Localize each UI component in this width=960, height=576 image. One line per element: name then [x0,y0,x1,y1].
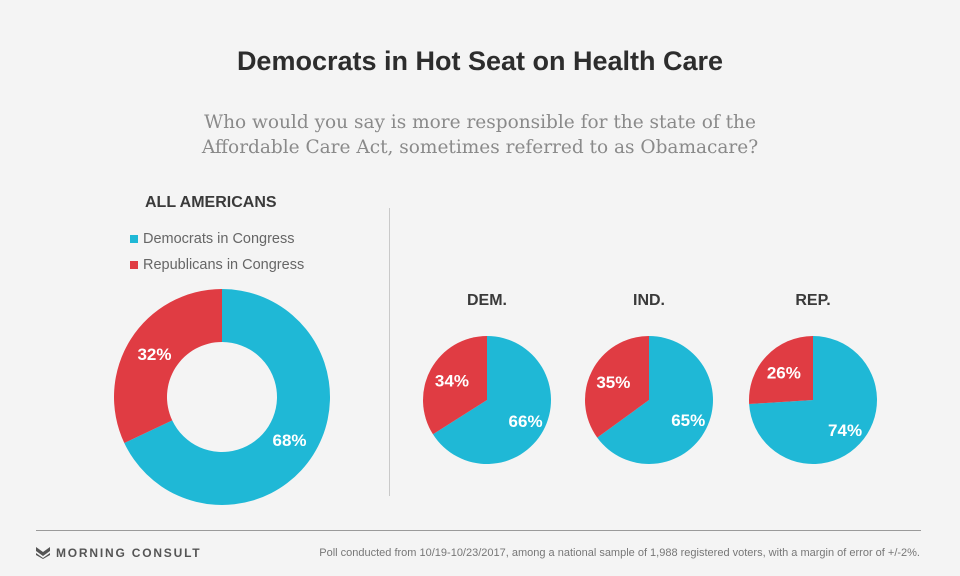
legend: Democrats in Congress Republicans in Con… [130,226,304,278]
pie-0-label-1: 32% [137,345,171,364]
legend-swatch-democrats [130,235,138,243]
chart-subtitle: Who would you say is more responsible fo… [201,112,759,158]
pie-2-slice-1 [585,336,649,438]
pie-2-title: IND. [633,292,665,309]
pie-0-slice-0 [124,289,330,505]
pie-1-slice-0 [432,336,552,464]
pie-0-slice-1 [113,289,222,443]
pie-2-label-1: 35% [596,373,630,392]
footnote: Poll conducted from 10/19-10/23/2017, am… [319,547,920,559]
pie-3-slice-1 [749,336,813,405]
pie-3-label-0: 74% [828,421,862,440]
pie-0-label-0: 68% [273,431,307,450]
all-americans-title: ALL AMERICANS [145,194,277,211]
pie-2-label-0: 65% [671,411,705,430]
pie-3-slice-0 [749,336,877,464]
legend-item-democrats: Democrats in Congress [130,226,304,252]
pie-1-title: DEM. [467,292,507,309]
footer-rule [36,530,921,531]
panel-divider [389,208,390,496]
pie-1-slice-1 [423,336,487,435]
pie-3-label-1: 26% [767,364,801,383]
legend-label-democrats: Democrats in Congress [143,231,295,247]
brand-name: MORNING CONSULT [56,546,202,560]
legend-item-republicans: Republicans in Congress [130,252,304,278]
legend-swatch-republicans [130,261,138,269]
legend-label-republicans: Republicans in Congress [143,257,305,273]
pie-1-label-0: 66% [509,412,543,431]
pie-2-slice-0 [597,336,713,465]
chart-title: Democrats in Hot Seat on Health Care [236,46,724,76]
pie-1-label-1: 34% [435,372,469,391]
brand-mark-icon [36,547,50,559]
pie-3-title: REP. [795,292,830,309]
brand-logo: MORNING CONSULT [36,546,201,560]
